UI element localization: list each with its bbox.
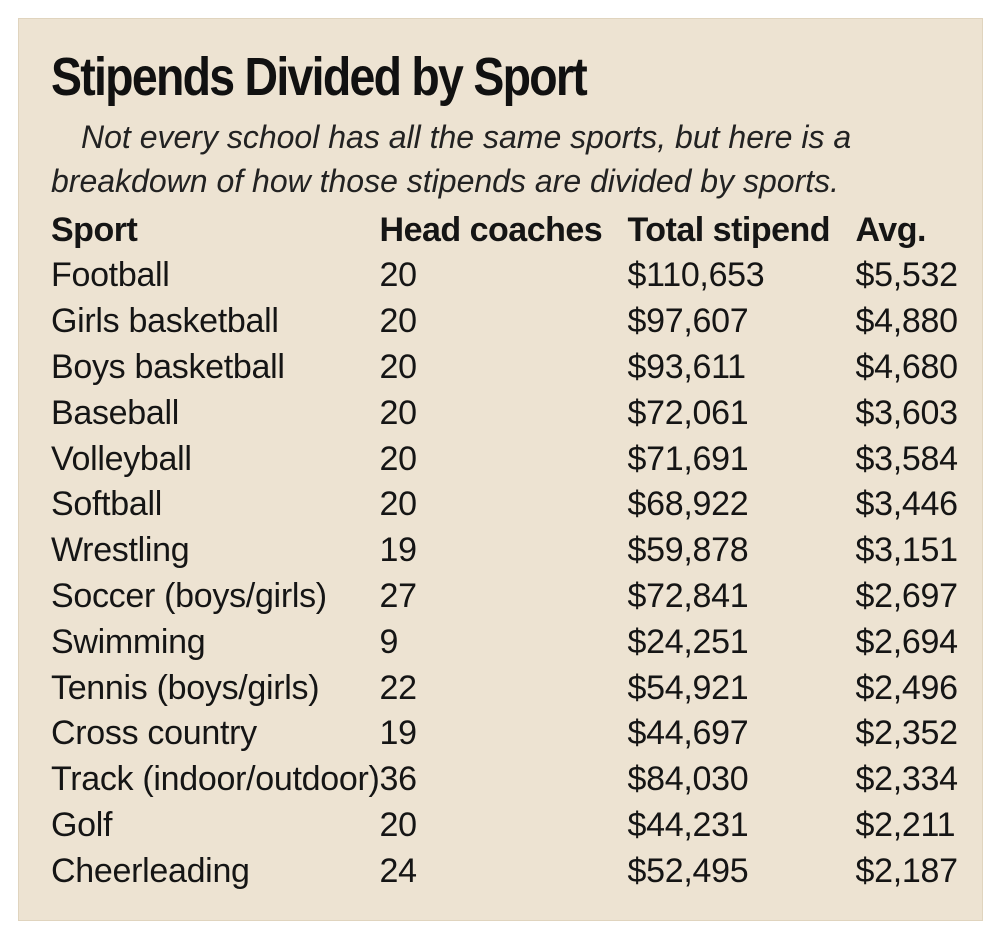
table-body: Football 20 $110,653 $5,532 Girls basket… — [51, 253, 974, 894]
subtitle-line-2: breakdown of how those stipends are divi… — [51, 163, 840, 199]
cell-avg: $2,697 — [855, 576, 959, 615]
subtitle: Not every school has all the same sports… — [51, 115, 911, 203]
cell-total-stipend: $84,030 — [627, 760, 749, 799]
table-row: Volleyball 20 $71,691 $3,584 — [51, 436, 974, 482]
cell-avg: $3,446 — [855, 485, 959, 524]
cell-head-coaches: 22 — [379, 668, 418, 707]
cell-avg: $2,334 — [855, 760, 959, 799]
table-row: Softball 20 $68,922 $3,446 — [51, 482, 974, 528]
subtitle-line-1: Not every school has all the same sports… — [81, 119, 852, 155]
cell-sport: Girls basketball — [51, 302, 279, 341]
cell-sport: Cross country — [51, 714, 257, 753]
cell-avg: $2,187 — [855, 851, 959, 890]
cell-total-stipend: $24,251 — [627, 622, 749, 661]
stipends-table: Sport Head coaches Total stipend Avg. Fo… — [51, 207, 974, 894]
header-sport: Sport — [51, 210, 138, 249]
cell-sport: Track (indoor/outdoor) — [51, 760, 380, 799]
cell-avg: $4,680 — [855, 347, 959, 386]
page-title: Stipends Divided by Sport — [51, 47, 588, 107]
cell-avg: $3,584 — [855, 439, 959, 478]
cell-avg: $2,352 — [855, 714, 959, 753]
cell-avg: $2,496 — [855, 668, 959, 707]
cell-sport: Soccer (boys/girls) — [51, 576, 327, 615]
table-row: Cheerleading 24 $52,495 $2,187 — [51, 848, 974, 894]
cell-total-stipend: $72,841 — [627, 576, 749, 615]
cell-avg: $3,151 — [855, 531, 959, 570]
cell-total-stipend: $44,697 — [627, 714, 749, 753]
table-row: Soccer (boys/girls) 27 $72,841 $2,697 — [51, 574, 974, 620]
cell-head-coaches: 24 — [379, 851, 418, 890]
cell-total-stipend: $97,607 — [627, 302, 749, 341]
cell-sport: Volleyball — [51, 439, 192, 478]
cell-total-stipend: $54,921 — [627, 668, 749, 707]
table-row: Boys basketball 20 $93,611 $4,680 — [51, 345, 974, 391]
cell-avg: $2,211 — [855, 805, 956, 844]
table-row: Golf 20 $44,231 $2,211 — [51, 803, 974, 849]
cell-total-stipend: $52,495 — [627, 851, 749, 890]
cell-sport: Wrestling — [51, 531, 190, 570]
stipends-panel: Stipends Divided by Sport Not every scho… — [18, 18, 983, 921]
cell-total-stipend: $110,653 — [627, 256, 765, 295]
cell-head-coaches: 9 — [379, 622, 399, 661]
cell-head-coaches: 20 — [379, 805, 418, 844]
cell-head-coaches: 20 — [379, 347, 418, 386]
table-row: Track (indoor/outdoor) 36 $84,030 $2,334 — [51, 757, 974, 803]
cell-total-stipend: $93,611 — [627, 347, 747, 386]
cell-sport: Softball — [51, 485, 163, 524]
cell-head-coaches: 20 — [379, 485, 418, 524]
header-row: Sport Head coaches Total stipend Avg. — [51, 207, 974, 253]
cell-avg: $5,532 — [855, 256, 959, 295]
cell-sport: Baseball — [51, 393, 180, 432]
cell-total-stipend: $44,231 — [627, 805, 749, 844]
cell-total-stipend: $68,922 — [627, 485, 749, 524]
table-row: Tennis (boys/girls) 22 $54,921 $2,496 — [51, 665, 974, 711]
cell-avg: $4,880 — [855, 302, 959, 341]
cell-head-coaches: 20 — [379, 439, 418, 478]
cell-sport: Golf — [51, 805, 113, 844]
cell-total-stipend: $72,061 — [627, 393, 749, 432]
table-row: Swimming 9 $24,251 $2,694 — [51, 619, 974, 665]
cell-head-coaches: 27 — [379, 576, 418, 615]
cell-total-stipend: $59,878 — [627, 531, 749, 570]
header-head-coaches: Head coaches — [379, 210, 603, 249]
table-row: Wrestling 19 $59,878 $3,151 — [51, 528, 974, 574]
cell-sport: Cheerleading — [51, 851, 250, 890]
table-header: Sport Head coaches Total stipend Avg. — [51, 207, 974, 253]
table-row: Baseball 20 $72,061 $3,603 — [51, 390, 974, 436]
cell-head-coaches: 20 — [379, 302, 418, 341]
cell-head-coaches: 19 — [379, 714, 418, 753]
cell-total-stipend: $71,691 — [627, 439, 749, 478]
cell-avg: $2,694 — [855, 622, 959, 661]
cell-sport: Boys basketball — [51, 347, 285, 386]
header-total-stipend: Total stipend — [627, 210, 831, 249]
table-row: Girls basketball 20 $97,607 $4,880 — [51, 299, 974, 345]
cell-head-coaches: 36 — [379, 760, 418, 799]
table-row: Cross country 19 $44,697 $2,352 — [51, 711, 974, 757]
table-row: Football 20 $110,653 $5,532 — [51, 253, 974, 299]
cell-sport: Football — [51, 256, 170, 295]
cell-head-coaches: 19 — [379, 531, 418, 570]
cell-head-coaches: 20 — [379, 256, 418, 295]
cell-head-coaches: 20 — [379, 393, 418, 432]
cell-sport: Tennis (boys/girls) — [51, 668, 320, 707]
header-avg: Avg. — [855, 210, 927, 249]
cell-sport: Swimming — [51, 622, 206, 661]
cell-avg: $3,603 — [855, 393, 959, 432]
